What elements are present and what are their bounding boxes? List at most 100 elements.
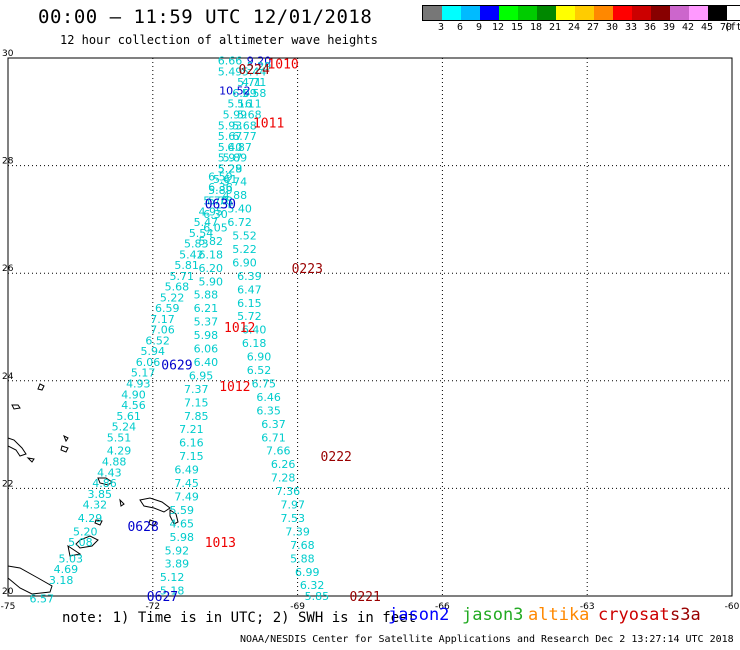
wave-height-value: 5.18 [160, 585, 185, 598]
wave-height-value: 5.59 [170, 504, 195, 517]
legend-label: 45 [700, 22, 714, 33]
legend-label: 6 [456, 22, 464, 33]
wave-height-value: 5.52 [232, 230, 257, 243]
wave-height-value: 3.85 [87, 488, 112, 501]
wave-height-value: 5.70 [203, 195, 228, 208]
graticule: -75 -72 -69 -66 -63 -60 30 28 26 24 22 20 [1, 49, 740, 612]
wave-height-value: 6.47 [237, 283, 262, 296]
wave-height-value: 6.05 [203, 221, 228, 234]
lon-tick-label: -66 [435, 602, 450, 612]
wave-height-value: 5.40 [227, 203, 252, 216]
wave-height-value: 6.99 [295, 566, 320, 579]
track-time-label: 1010 [267, 57, 298, 72]
legend-swatch [708, 6, 727, 20]
wave-height-value: 6.59 [155, 302, 180, 315]
legend-swatch [689, 6, 708, 20]
wave-height-value: 4.43 [97, 466, 122, 479]
wave-height-value: 5.81 [174, 259, 199, 272]
wave-height-value: 7.53 [281, 512, 306, 525]
wave-height-value: 6.90 [232, 256, 257, 269]
wave-height-value: 6.72 [227, 216, 252, 229]
wave-height-value: 6.71 [261, 431, 286, 444]
track-time-label: 0628 [127, 520, 158, 535]
wave-height-value: 4.32 [83, 499, 108, 512]
wave-height-value: 5.08 [68, 536, 93, 549]
wave-height-value: 6.40 [194, 356, 219, 369]
wave-height-value: 5.67 [218, 130, 243, 143]
wave-height-value: 10.52 [219, 84, 251, 97]
wave-height-value: 5.12 [160, 571, 185, 584]
legend-label: 24 [567, 22, 581, 33]
wave-height-value: 5.68 [165, 281, 190, 294]
legend-swatch [670, 6, 689, 20]
wave-height-value: 5.29 [247, 60, 272, 73]
wave-height-value: 4.86 [92, 477, 117, 490]
legend-label: 33 [624, 22, 638, 33]
lat-tick-label: 28 [2, 157, 14, 167]
wave-height-value: 6.18 [198, 248, 223, 261]
island-shape [11, 404, 21, 410]
legend-swatch [613, 6, 632, 20]
wave-height-value: 6.06 [136, 356, 161, 369]
wave-height-value: 5.17 [131, 367, 156, 380]
wave-height-value: 9.20 [247, 55, 272, 68]
legend-label: 21 [548, 22, 562, 33]
wave-height-value: 6.52 [247, 364, 272, 377]
wave-height-value: 5.16 [227, 98, 252, 111]
wave-height-value: 5.61 [213, 173, 238, 186]
legend-label: 27 [586, 22, 600, 33]
wave-height-value: 6.52 [145, 334, 170, 347]
wave-height-value: 6.77 [232, 130, 257, 143]
wave-height-value: 6.21 [194, 302, 219, 315]
island-shape [7, 565, 53, 595]
wave-height-value: 6.09 [232, 87, 257, 100]
wave-height-value: 5.44 [242, 65, 267, 78]
wave-height-value: 6.26 [271, 458, 296, 471]
coastline [7, 383, 179, 595]
wave-height-value: 4.93 [126, 377, 151, 390]
island-shape [7, 437, 27, 457]
track-time-label: 0627 [147, 590, 178, 605]
wave-height-value: 5.20 [73, 525, 98, 538]
wave-height-value: 5.03 [58, 552, 83, 565]
wave-height-values: 6.573.184.695.035.085.204.294.323.854.86… [30, 55, 330, 606]
wave-height-value: 6.35 [256, 404, 281, 417]
wave-height-value: 7.36 [276, 485, 301, 498]
track-time-label: 1012 [224, 321, 255, 336]
wave-height-value: 7.15 [184, 396, 209, 409]
legend-swatch [480, 6, 499, 20]
island-shape [37, 383, 45, 391]
track-time-label: 0221 [350, 590, 381, 605]
wave-height-value: 5.42 [179, 248, 204, 261]
legend-label: 18 [529, 22, 543, 33]
wave-height-value: 5.85 [305, 590, 330, 603]
island-shape [63, 434, 69, 443]
wave-height-value: 5.29 [218, 162, 243, 175]
wave-height-value: 5.11 [237, 98, 262, 111]
wave-height-value: 5.98 [170, 531, 195, 544]
legend-swatch [651, 6, 670, 20]
wave-height-value: 5.89 [208, 184, 233, 197]
wave-height-value: 5.28 [218, 162, 243, 175]
track-time-label: 1012 [219, 380, 250, 395]
legend-label: 12 [491, 22, 505, 33]
lat-tick-label: 26 [2, 264, 14, 274]
lat-tick-label: 20 [2, 587, 14, 597]
legend-label: 15 [510, 22, 524, 33]
wave-height-value: 7.49 [174, 490, 199, 503]
chart-subtitle: 12 hour collection of altimeter wave hei… [60, 33, 378, 47]
lon-tick-label: -75 [1, 602, 16, 612]
wave-height-value: 4.71 [242, 76, 267, 89]
legend-swatch [518, 6, 537, 20]
wave-height-value: 6.95 [189, 369, 214, 382]
track-time-label: 0629 [161, 359, 192, 374]
wave-height-value: 4.65 [170, 517, 195, 530]
wave-height-value: 6.46 [256, 391, 281, 404]
wave-height-value: 4.88 [223, 189, 248, 202]
track-time-label: 0224 [239, 63, 270, 78]
legend-label: 30 [605, 22, 619, 33]
